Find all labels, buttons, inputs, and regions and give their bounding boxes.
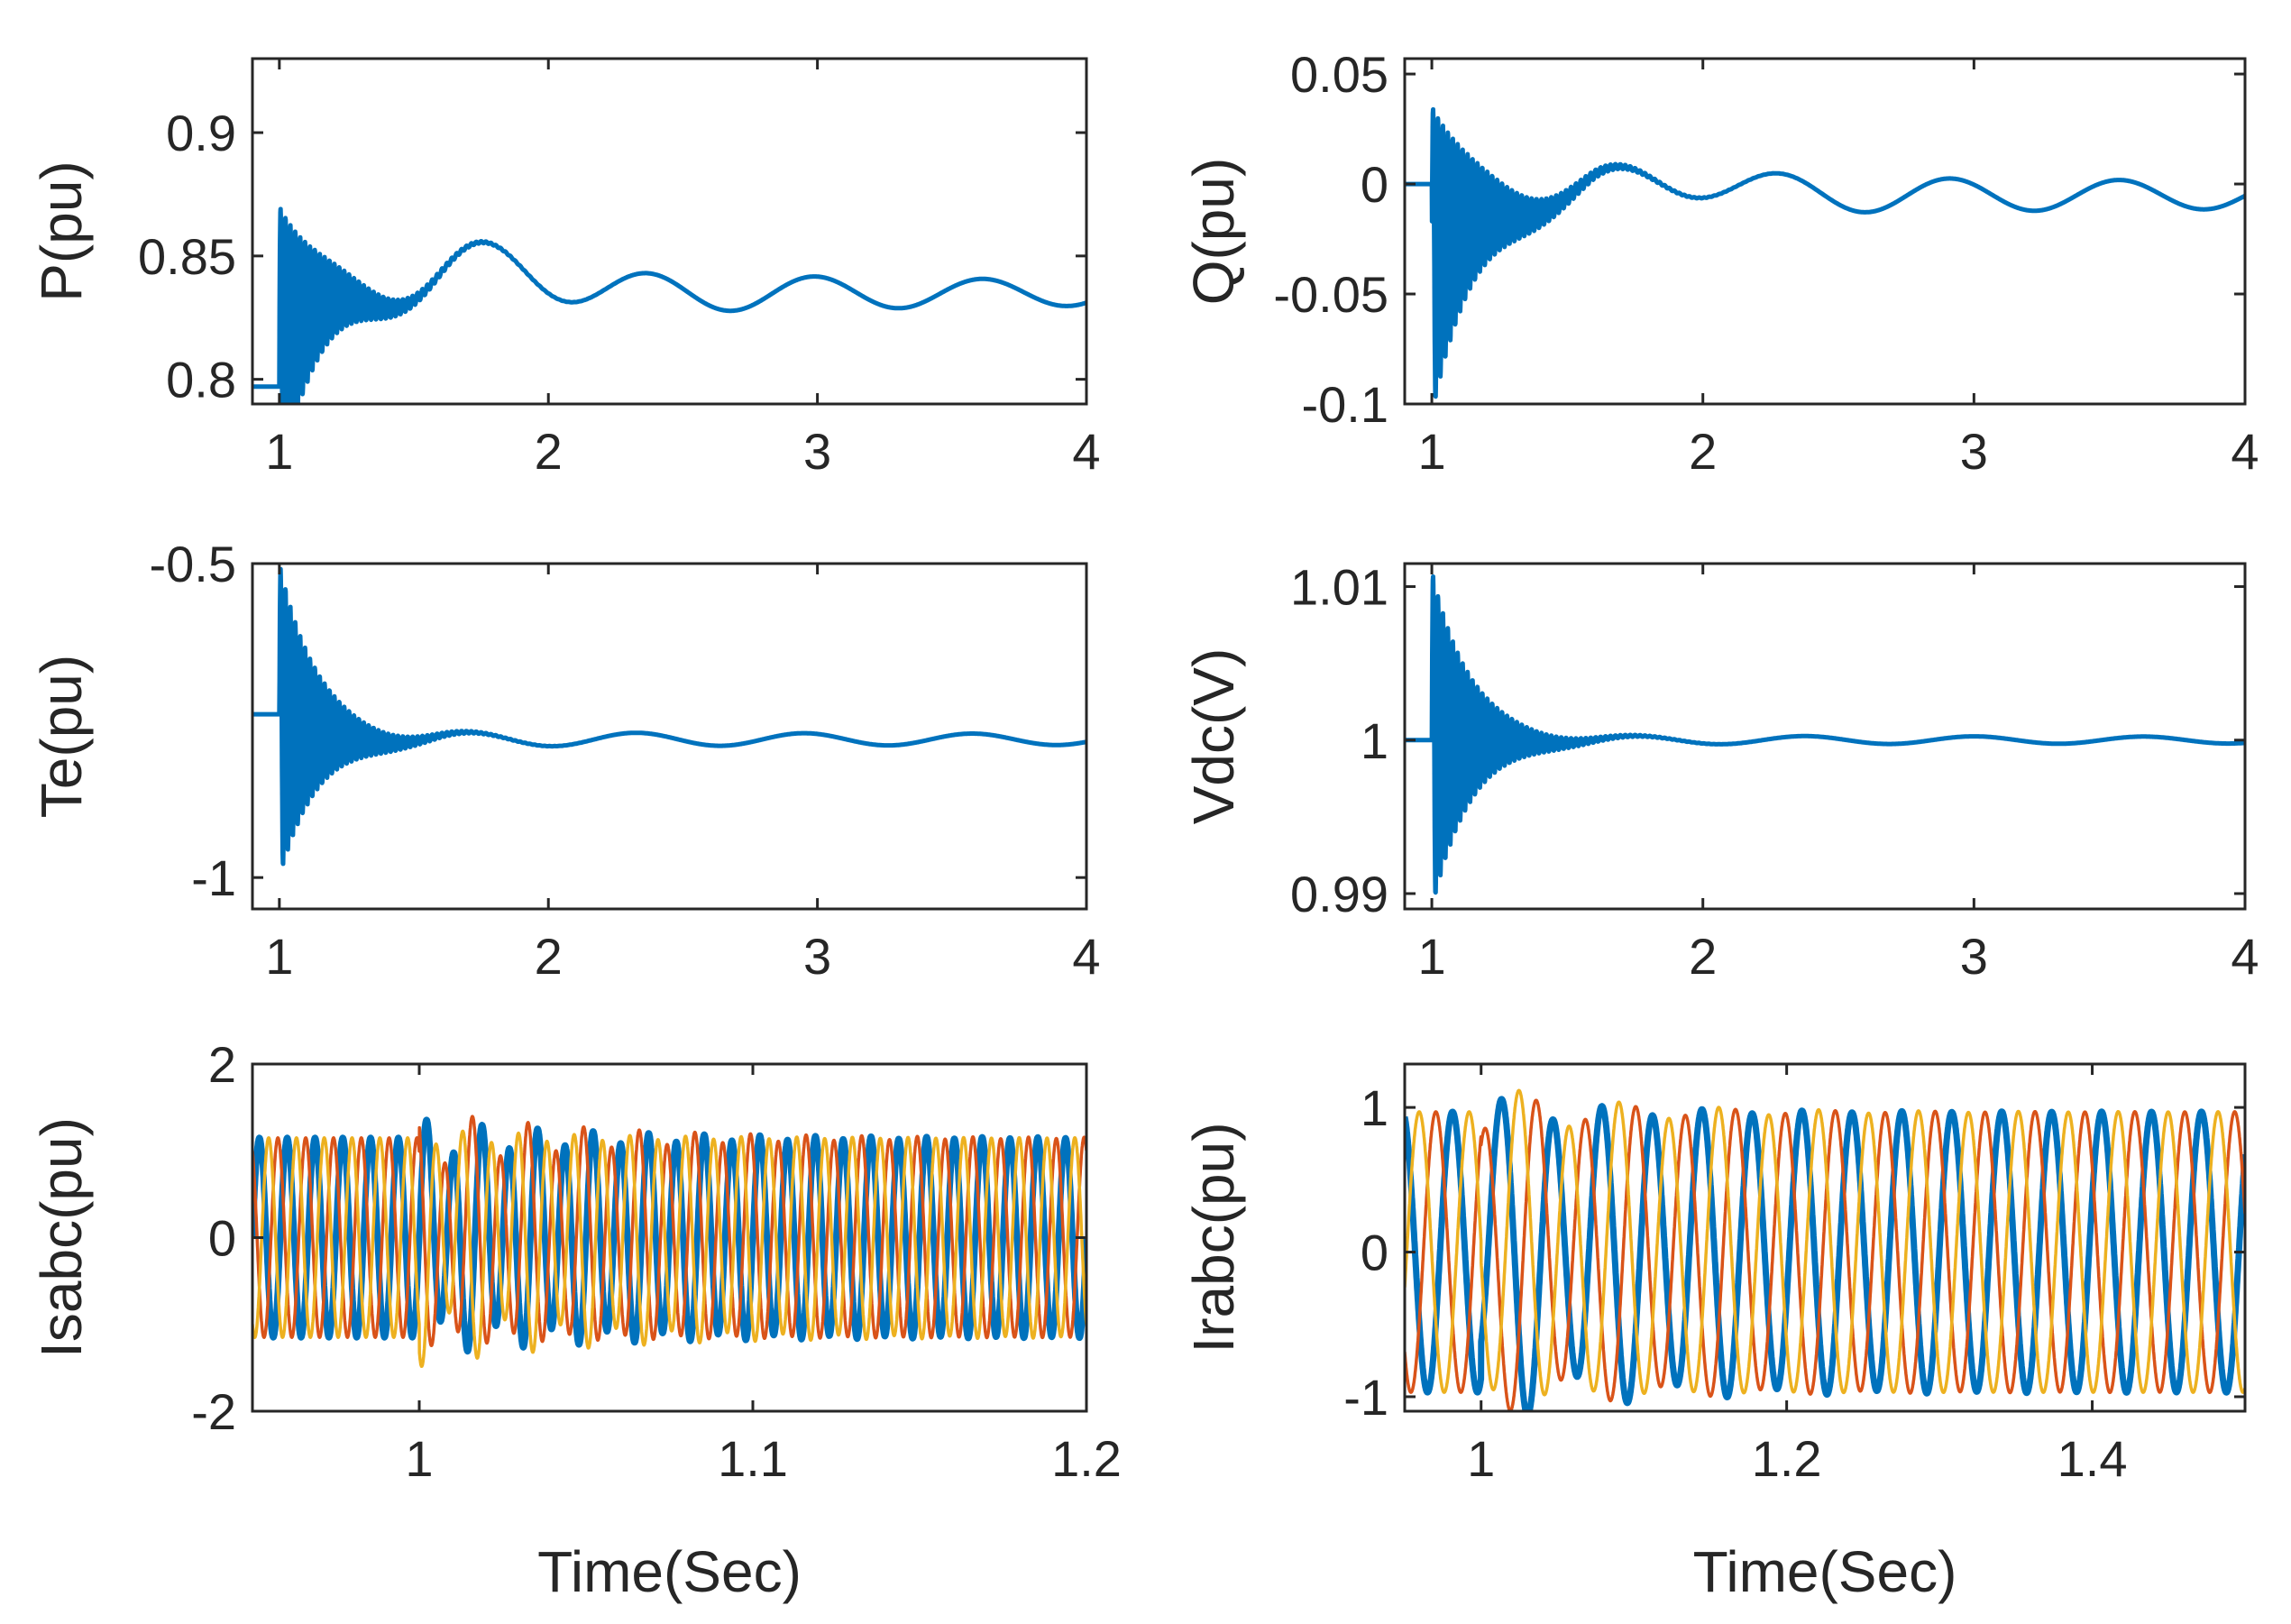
y-tick-label: -1 [1343,1369,1388,1426]
y-tick-label: -0.5 [150,536,237,592]
x-tick-label: 4 [1072,423,1100,480]
y-tick-label: 0 [1361,1225,1388,1281]
series-irabc-Irb [1405,1098,2245,1411]
series-isabc-Isc [252,1129,1086,1369]
x-tick-label: 2 [1689,928,1717,985]
y-tick-label: 0.05 [1290,46,1388,103]
y-axis-label: Q(pu) [1181,158,1246,306]
chart-irabc: 1 1.2 1.4 -1 0 1 Irabc(pu) Time(Sec) [1181,1062,2247,1604]
x-tick-label: 1 [1467,1430,1495,1487]
x-tick-label: 1 [1417,928,1445,985]
axes-frame-irabc [1403,1062,2247,1413]
x-tick-label: 1.4 [2057,1430,2128,1487]
series-vdc-Vdc [1405,574,2245,895]
chart-q: 1 2 3 4 -0.1 -0.05 0 0.05 Q(pu) [1181,46,2259,480]
axes-frame-te [251,562,1088,911]
x-tick-label: 1 [265,928,293,985]
x-tick-label: 1.2 [1752,1430,1822,1487]
series-q-Q [1405,106,2245,399]
axes-frame-q [1403,57,2247,406]
x-tick-label: 4 [2231,423,2259,480]
y-axis-label: P(pu) [29,161,94,302]
series-isabc-Isb [252,1115,1086,1348]
x-tick-label: 3 [1960,928,1988,985]
x-tick-label: 2 [535,423,563,480]
y-tick-label: -0.1 [1302,376,1389,433]
x-axis-label: Time(Sec) [537,1539,802,1604]
y-tick-label: 1.01 [1290,559,1388,616]
x-tick-label: 1 [265,423,293,480]
chart-p: 1 2 3 4 0.8 0.85 0.9 P(pu) [29,57,1101,480]
x-tick-label: 1.1 [718,1430,788,1487]
y-tick-label: -0.05 [1273,266,1388,323]
x-tick-label: 2 [1689,423,1717,480]
y-axis-label: Vdc(V) [1181,648,1246,825]
x-tick-label: 4 [2231,928,2259,985]
y-axis-label: Isabc(pu) [29,1117,94,1358]
x-tick-label: 2 [535,928,563,985]
y-tick-label: 0.9 [166,105,236,161]
y-tick-label: -2 [191,1383,236,1440]
y-tick-label: -1 [191,849,236,906]
chart-vdc: 1 2 3 4 0.99 1 1.01 Vdc(V) [1181,559,2259,985]
y-tick-label: 0 [1361,156,1388,213]
x-tick-label: 3 [803,928,831,985]
series-irabc-Irc [1405,1088,2245,1397]
series-te-Te [252,566,1086,867]
axes-frame-p [251,57,1088,406]
y-tick-label: 0.99 [1290,866,1388,922]
y-tick-label: 0 [208,1210,236,1267]
y-axis-label: Te(pu) [29,655,94,818]
y-tick-label: 1 [1361,1079,1388,1136]
x-tick-label: 4 [1072,928,1100,985]
y-tick-label: 1 [1361,712,1388,769]
series-p-P [252,206,1086,404]
x-tick-label: 3 [803,423,831,480]
chart-te: 1 2 3 4 -1 -0.5 Te(pu) [29,536,1101,985]
x-tick-label: 1.2 [1051,1430,1122,1487]
x-axis-label: Time(Sec) [1693,1539,1957,1604]
x-tick-label: 1 [405,1430,433,1487]
axes-frame-vdc [1403,562,2247,911]
series-isabc-Isa [252,1116,1086,1355]
y-axis-label: Irabc(pu) [1181,1122,1246,1353]
y-tick-label: 2 [208,1036,236,1093]
x-tick-label: 1 [1417,423,1445,480]
chart-isabc: 1 1.1 1.2 -2 0 2 Isabc(pu) Time(Sec) [29,1036,1122,1604]
y-tick-label: 0.85 [138,228,236,285]
y-tick-label: 0.8 [166,352,236,408]
x-tick-label: 3 [1960,423,1988,480]
